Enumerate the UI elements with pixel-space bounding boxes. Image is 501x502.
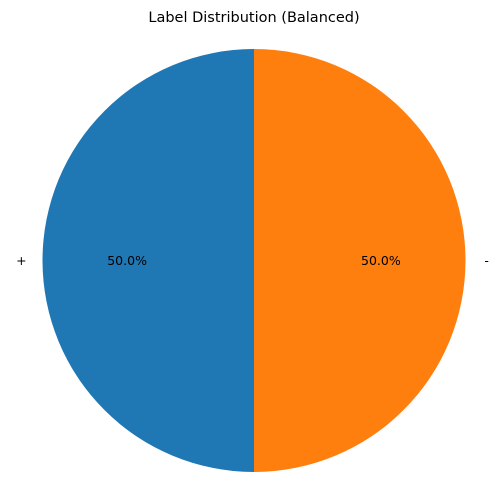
- slice-category-label: -: [484, 253, 489, 268]
- pie-slice-1: [42, 49, 254, 472]
- slice-percent-label: 50.0%: [361, 253, 401, 268]
- pie-slices: [42, 49, 466, 472]
- pie-labels: +50.0% - 50.0%: [16, 253, 489, 268]
- pie-slice-2: [254, 49, 466, 472]
- slice-percent-label: 50.0%: [107, 253, 147, 268]
- chart-title: Label Distribution (Balanced): [148, 10, 359, 26]
- slice-category-label: +: [16, 253, 26, 268]
